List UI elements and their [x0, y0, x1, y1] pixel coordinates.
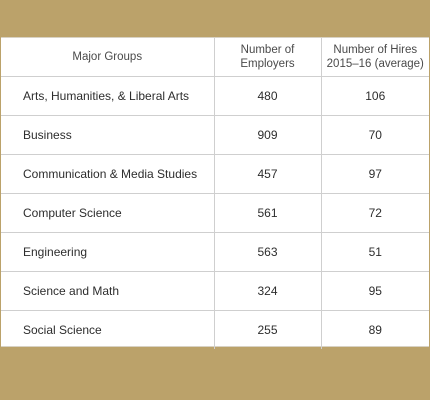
major-name: Business [1, 115, 215, 155]
employers-value: 480 [214, 76, 322, 116]
hires-value: 89 [368, 323, 382, 337]
major-name: Computer Science [1, 193, 215, 233]
table-row: Science and Math 324 95 [1, 271, 429, 311]
major-name: Arts, Humanities, & Liberal Arts [1, 76, 215, 116]
hires-value: 72 [321, 193, 429, 233]
hires-value: 51 [321, 232, 429, 272]
employers-value: 563 [214, 232, 322, 272]
major-name: Communication & Media Studies [1, 154, 215, 194]
employers-value: 255 [214, 310, 322, 349]
hires-value: 70 [321, 115, 429, 155]
header-number-of-hires: Number of Hires 2015–16 (average) [321, 38, 429, 77]
hires-value: 97 [321, 154, 429, 194]
major-name: Social Science [1, 310, 215, 349]
employers-value: 324 [214, 271, 322, 311]
table-row: Arts, Humanities, & Liberal Arts 480 106 [1, 76, 429, 116]
major-name: Science and Math [1, 271, 215, 311]
hires-table: Major Groups Number of Employers Number … [1, 38, 429, 349]
header-major-groups: Major Groups [1, 38, 215, 77]
table-row: Business 909 70 [1, 115, 429, 155]
employers-value: 457 [214, 154, 322, 194]
hires-value: 106 [321, 76, 429, 116]
hires-value: 95 [321, 271, 429, 311]
table-row: Computer Science 561 72 [1, 193, 429, 233]
header-row: Major Groups Number of Employers Number … [1, 38, 429, 77]
header-number-of-employers: Number of Employers [214, 38, 322, 77]
major-name: Engineering [1, 232, 215, 272]
table-row: Social Science 255 89 [1, 310, 429, 349]
table-row: Communication & Media Studies 457 97 [1, 154, 429, 194]
employers-value: 561 [214, 193, 322, 233]
table-row: Engineering 563 51 [1, 232, 429, 272]
employers-value: 909 [214, 115, 322, 155]
table-panel: Major Groups Number of Employers Number … [1, 37, 429, 349]
